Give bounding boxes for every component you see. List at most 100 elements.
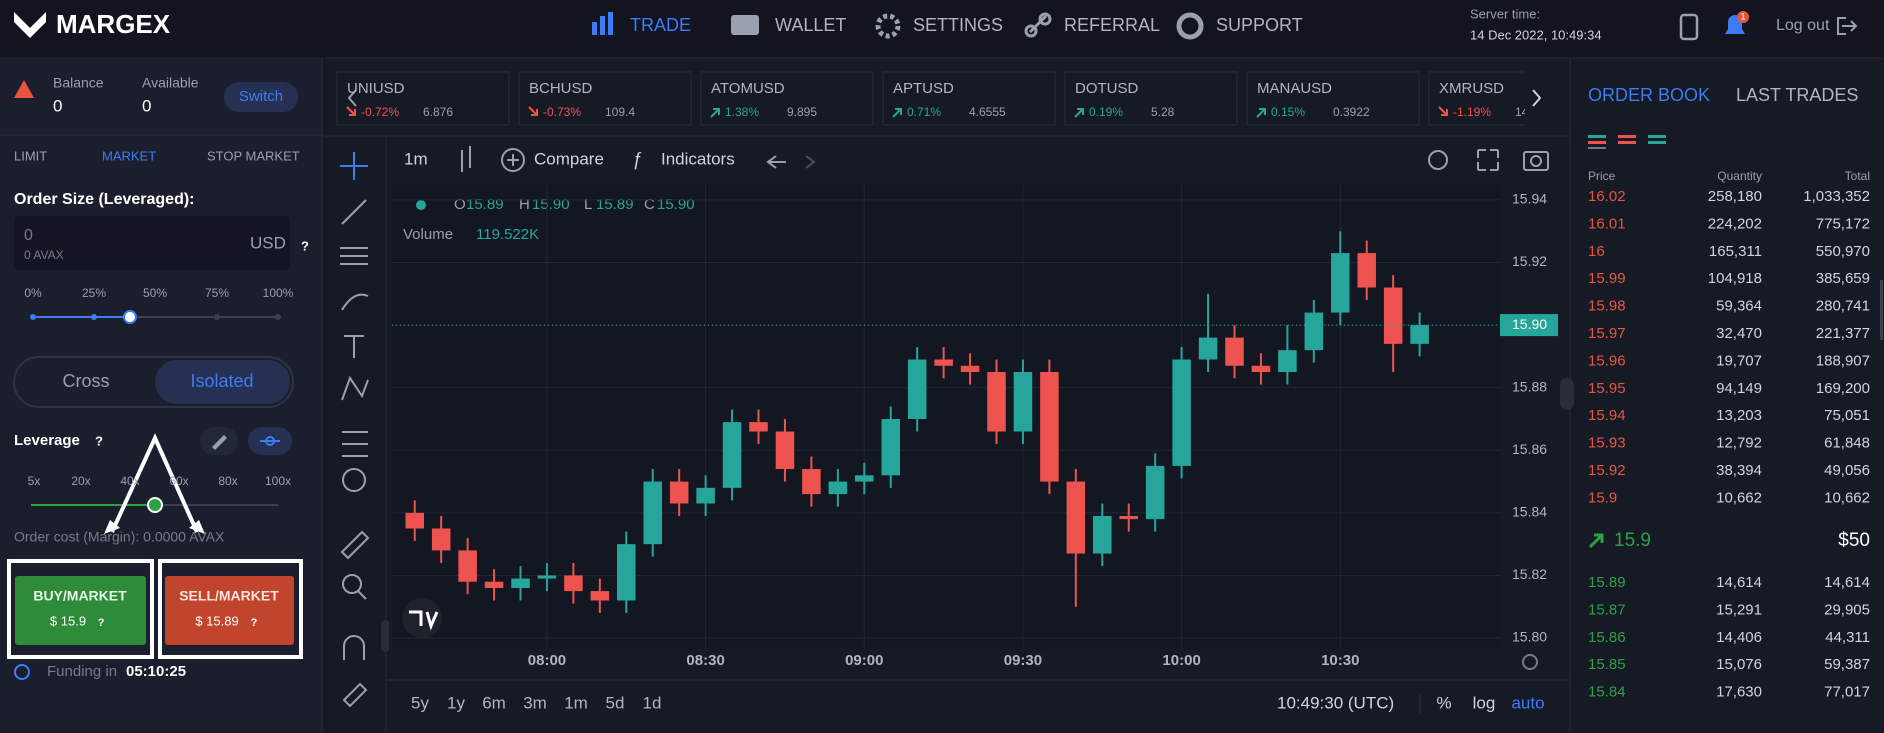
book-total: 77,017 bbox=[1824, 684, 1870, 701]
leverage-knob[interactable] bbox=[147, 497, 163, 513]
ticker-arrow bbox=[1438, 106, 1448, 116]
order-cost: Order cost (Margin): 0.0000 AVAX bbox=[14, 529, 225, 545]
volume-value: 119.522K bbox=[476, 226, 539, 243]
book-total: 775,172 bbox=[1816, 215, 1870, 232]
compare[interactable]: Compare bbox=[534, 149, 604, 168]
book-quantity: 15,076 bbox=[1716, 656, 1762, 673]
up-arrow bbox=[1588, 533, 1604, 549]
slider-icon bbox=[260, 436, 280, 446]
ticker-symbol: APTUSD bbox=[893, 80, 954, 97]
size-dots bbox=[30, 314, 97, 320]
legend-h-label: H bbox=[519, 196, 530, 213]
ticker-card[interactable] bbox=[1428, 71, 1601, 126]
leverage-step: 40x bbox=[120, 474, 139, 488]
balance-label: Balance bbox=[53, 75, 104, 91]
indicators[interactable]: Indicators bbox=[661, 149, 735, 168]
book-quantity: 59,364 bbox=[1716, 298, 1762, 315]
range-button[interactable]: 1m bbox=[564, 693, 588, 712]
mobile-icon[interactable] bbox=[1679, 13, 1699, 41]
toolbar-icons[interactable] bbox=[461, 146, 1549, 172]
nav-item[interactable]: REFERRAL bbox=[1064, 15, 1160, 35]
buy-price[interactable]: $ 15.9 bbox=[50, 613, 86, 628]
strip-left[interactable] bbox=[347, 89, 357, 107]
candle-body bbox=[669, 481, 689, 504]
ticker-card[interactable] bbox=[700, 71, 874, 126]
nav-item[interactable]: TRADE bbox=[630, 15, 691, 35]
book-view-icons[interactable] bbox=[1588, 135, 1666, 144]
book-price: 15.94 bbox=[1588, 407, 1626, 424]
nav-item[interactable]: SETTINGS bbox=[913, 15, 1003, 35]
switch-button[interactable] bbox=[224, 82, 298, 112]
scale-option[interactable]: auto bbox=[1511, 693, 1544, 712]
candle-body bbox=[1383, 287, 1403, 344]
ticker-arrow bbox=[892, 108, 902, 118]
size-input[interactable] bbox=[14, 216, 290, 270]
available: 0 bbox=[142, 96, 151, 115]
book-total: 221,377 bbox=[1816, 325, 1870, 342]
candle-body bbox=[564, 575, 583, 592]
ticker-change: -0.72% bbox=[361, 105, 399, 119]
ticker-change: 0.15% bbox=[1271, 105, 1305, 119]
logout[interactable]: Log out bbox=[1776, 17, 1830, 34]
ticker-card[interactable] bbox=[518, 71, 692, 126]
ticker-card[interactable] bbox=[1064, 71, 1238, 126]
order-tab[interactable]: STOP MARKET bbox=[207, 148, 300, 163]
scale-option[interactable]: log bbox=[1473, 693, 1496, 712]
range-button[interactable]: 1y bbox=[447, 693, 465, 712]
book-total: 49,056 bbox=[1824, 462, 1870, 479]
book-price: 15.84 bbox=[1588, 684, 1626, 701]
book-tab[interactable]: ORDER BOOK bbox=[1588, 85, 1710, 105]
sell-price[interactable]: $ 15.89 bbox=[195, 613, 238, 628]
candle-body bbox=[458, 550, 477, 582]
settings-gear[interactable] bbox=[1522, 654, 1538, 670]
last-price-label: 15.90 bbox=[1512, 316, 1547, 332]
range-button[interactable]: 1d bbox=[643, 693, 662, 712]
margin-mode[interactable]: Isolated bbox=[190, 371, 253, 391]
candle-body bbox=[722, 422, 742, 488]
candle-body bbox=[1357, 253, 1376, 288]
switch-label[interactable]: Switch bbox=[239, 88, 283, 105]
candle-body bbox=[1093, 515, 1112, 554]
candle-body bbox=[1066, 481, 1086, 554]
ticker-card[interactable] bbox=[336, 71, 510, 126]
range-button[interactable]: 5d bbox=[606, 693, 625, 712]
collapse-handle[interactable] bbox=[381, 620, 389, 652]
x-tick-label: 08:30 bbox=[686, 652, 724, 669]
ticker-arrow bbox=[1256, 108, 1266, 118]
ticker-symbol: DOTUSD bbox=[1075, 80, 1139, 97]
range-button[interactable]: 3m bbox=[523, 693, 547, 712]
book-quantity: 13,203 bbox=[1716, 407, 1762, 424]
order-tab[interactable]: MARKET bbox=[102, 148, 156, 163]
book-total: 61,848 bbox=[1824, 435, 1870, 452]
book-quantity: 10,662 bbox=[1716, 489, 1762, 506]
ticker-card[interactable] bbox=[882, 71, 1056, 126]
margin-mode[interactable]: Cross bbox=[62, 371, 109, 391]
sell-button[interactable] bbox=[165, 576, 294, 645]
candle-body bbox=[617, 544, 636, 601]
book-tab[interactable]: LAST TRADES bbox=[1736, 85, 1858, 105]
strip-right[interactable] bbox=[1532, 89, 1542, 107]
candle-body bbox=[960, 365, 980, 373]
nav-item[interactable]: SUPPORT bbox=[1216, 15, 1303, 35]
legend-c: 15.90 bbox=[657, 196, 695, 213]
ticker-card[interactable] bbox=[1246, 71, 1420, 126]
interval[interactable]: 1m bbox=[404, 149, 428, 168]
candle-body bbox=[1145, 465, 1165, 520]
collapse-handle[interactable] bbox=[1560, 378, 1574, 410]
range-button[interactable]: 5y bbox=[411, 693, 429, 712]
logout-icon bbox=[1837, 17, 1858, 35]
buy-label[interactable]: BUY/MARKET bbox=[33, 588, 127, 604]
range-button[interactable]: 6m bbox=[482, 693, 506, 712]
order-tab[interactable]: LIMIT bbox=[14, 148, 47, 163]
size-knob[interactable] bbox=[123, 310, 137, 324]
sell-label[interactable]: SELL/MARKET bbox=[179, 588, 279, 604]
candle-body bbox=[1013, 372, 1033, 432]
buy-button[interactable] bbox=[15, 576, 146, 645]
book-price: 15.86 bbox=[1588, 629, 1626, 646]
book-quantity: 15,291 bbox=[1716, 601, 1762, 618]
y-tick-label: 15.82 bbox=[1512, 566, 1547, 582]
nav-item[interactable]: WALLET bbox=[775, 15, 846, 35]
scale-option[interactable]: % bbox=[1436, 693, 1451, 712]
drawing-tools[interactable] bbox=[340, 152, 370, 708]
